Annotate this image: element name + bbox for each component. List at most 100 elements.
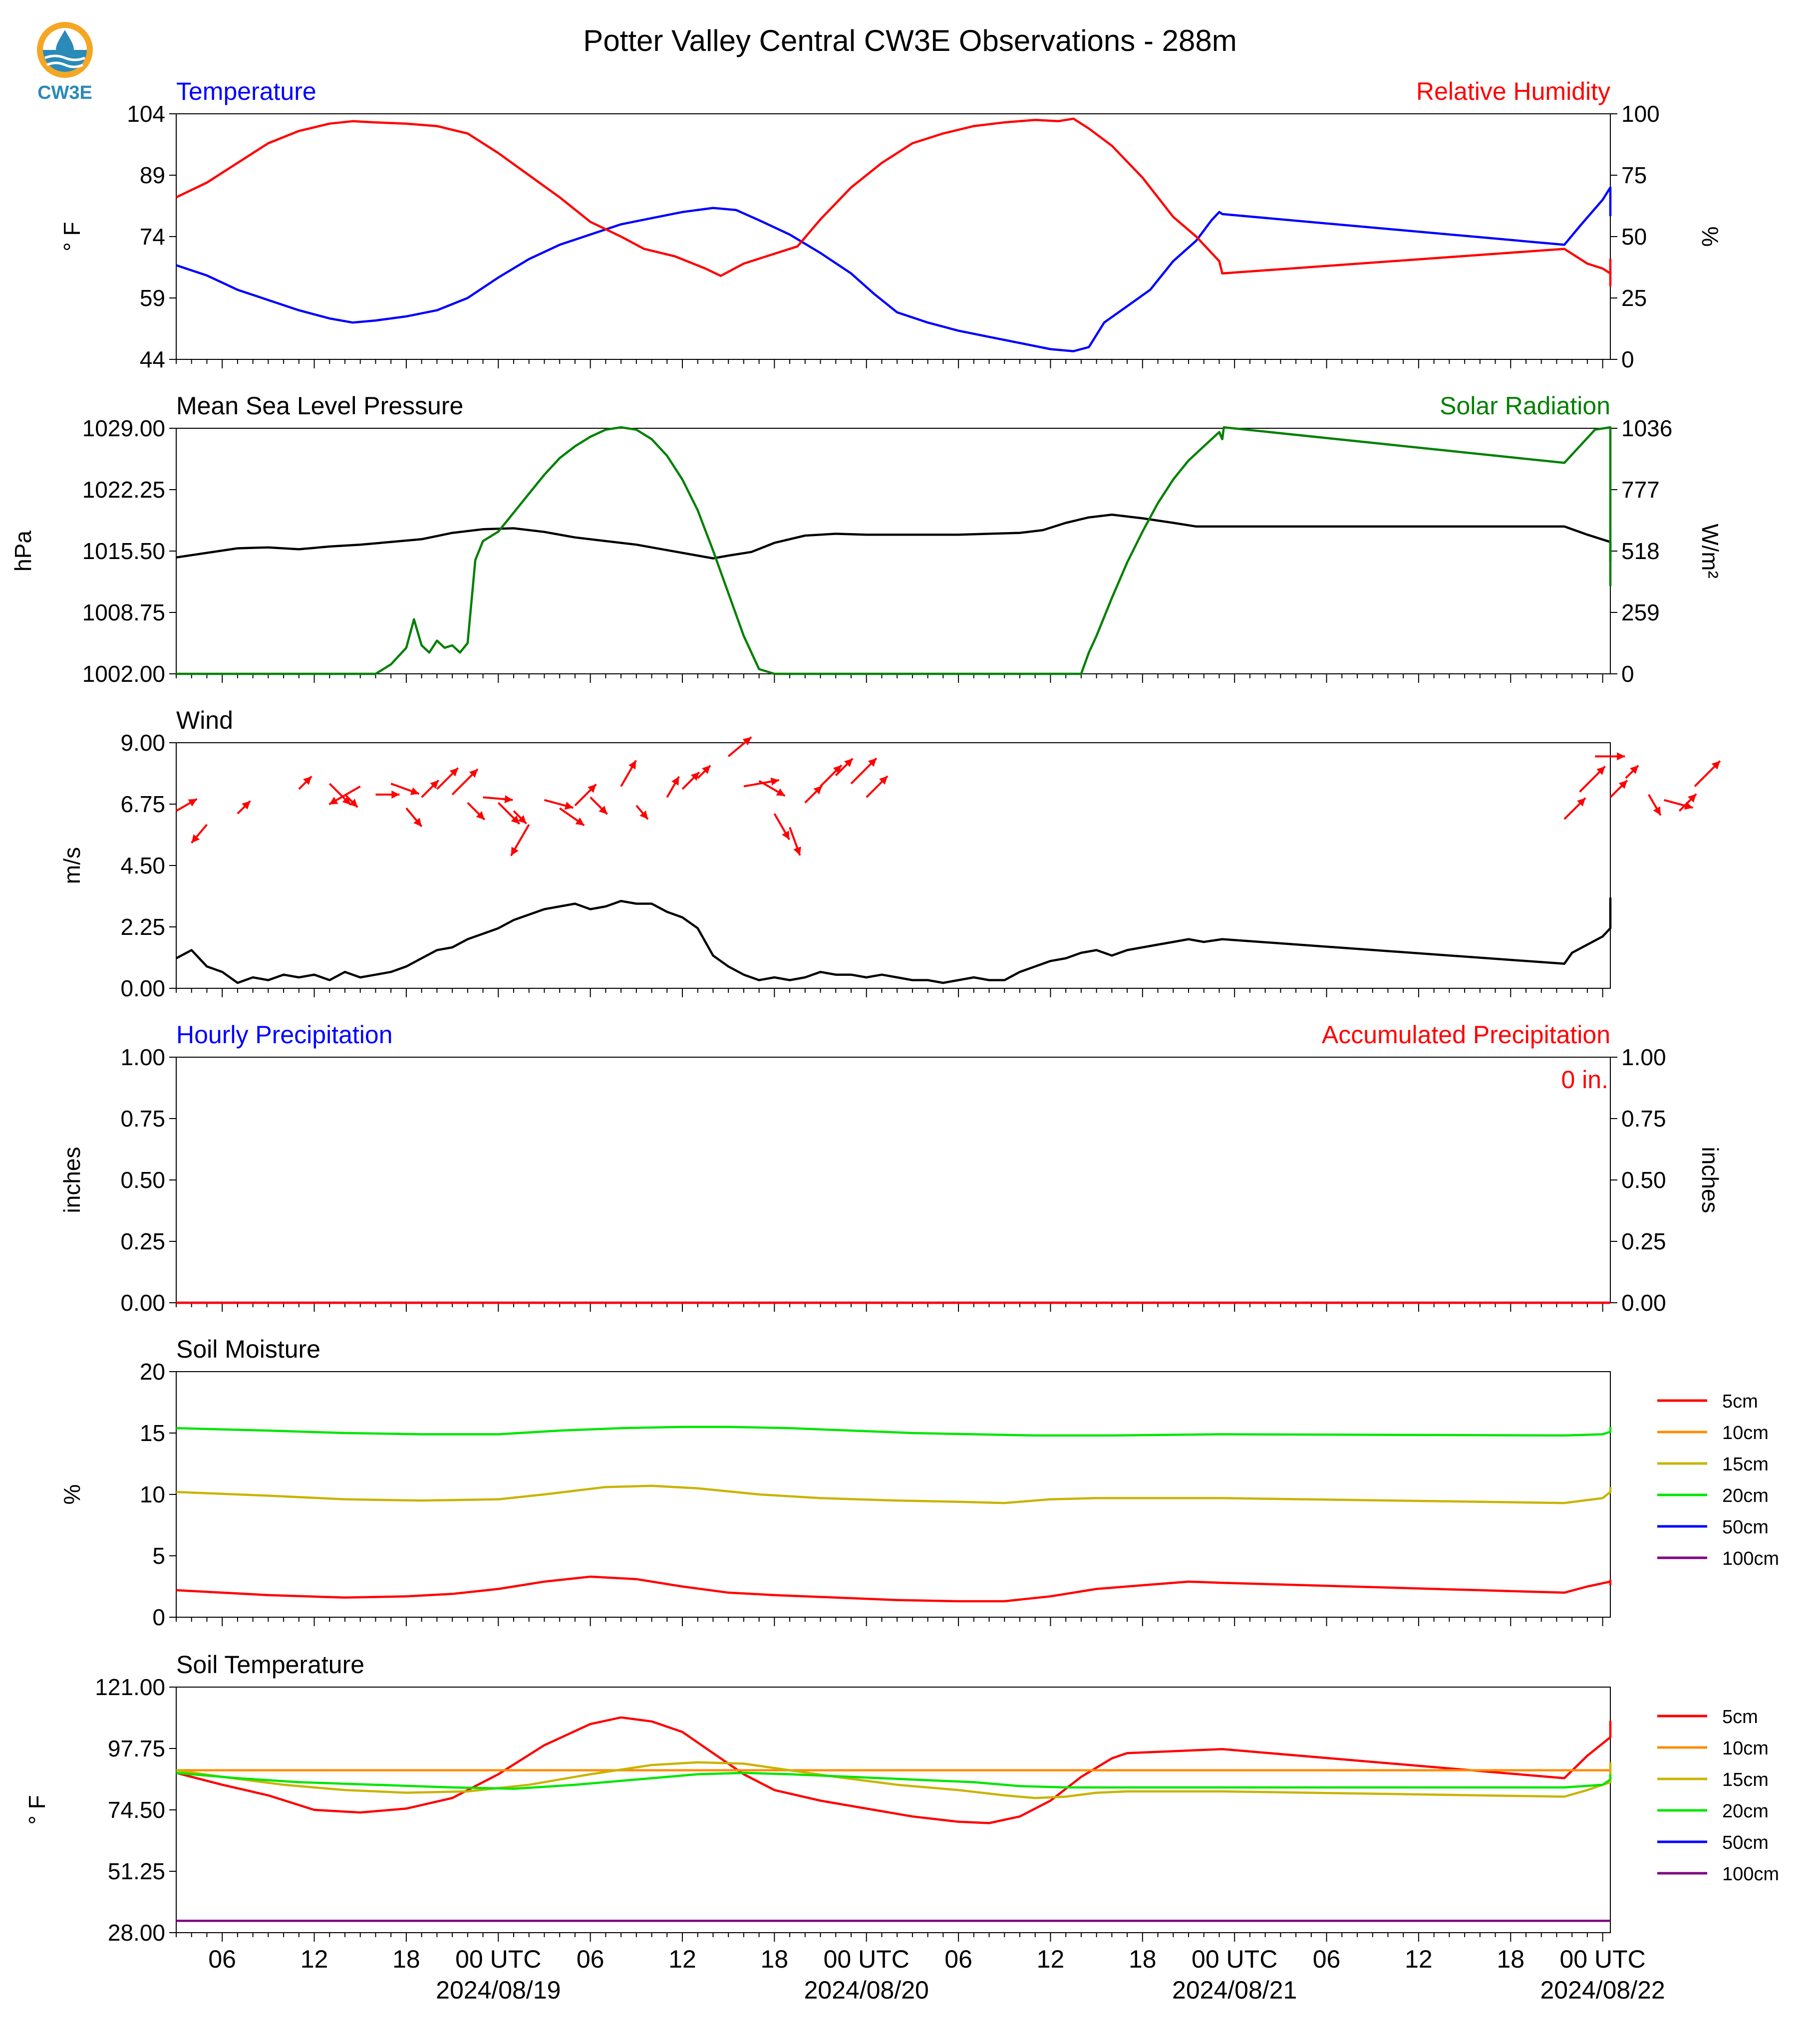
wind-arrow-head: [1618, 780, 1627, 789]
x-date-label: 2024/08/20: [804, 1976, 929, 2004]
panel-title: Temperature: [176, 77, 316, 105]
y-tick-label-right: 75: [1621, 162, 1647, 188]
panel-mean-sea-level-pressure: Mean Sea Level Pressure Solar Radiation 10…: [10, 392, 1723, 687]
wind-arrow-head: [599, 806, 607, 815]
wind-arrow-head: [188, 799, 197, 807]
legend-label: 50cm: [1722, 1832, 1769, 1853]
wind-arrow-head: [391, 790, 400, 799]
x-tick-label: 18: [1129, 1945, 1157, 1973]
y-tick-label-right: 0.00: [1621, 1290, 1666, 1316]
y-tick-label: 44: [140, 346, 165, 372]
y-tick-label: 74: [140, 224, 165, 250]
wind-arrow-head: [303, 776, 312, 785]
water-drop-icon: [56, 30, 74, 59]
series-line-15cm: [176, 1484, 1612, 1504]
y-axis-label: inches: [59, 1147, 85, 1213]
y-axis-label: ° F: [59, 222, 85, 251]
y-tick-label: 59: [140, 285, 165, 311]
x-tick-label: 00 UTC: [455, 1945, 541, 1973]
wind-arrow-head: [702, 765, 711, 774]
x-tick-label: 06: [944, 1945, 972, 1973]
y-tick-label: 28.00: [108, 1920, 165, 1946]
wind-arrow-head: [449, 768, 458, 777]
wind-arrow-head: [511, 847, 519, 856]
y-tick-label: 6.75: [120, 791, 165, 817]
series-line-5cm: [176, 1575, 1612, 1603]
cw3e-logo: CW3E: [30, 19, 100, 104]
wind-arrow-head: [1711, 761, 1720, 770]
y-axis-label-right: inches: [1697, 1147, 1723, 1213]
x-tick-label: 00 UTC: [1192, 1945, 1277, 1973]
x-tick-label: 00 UTC: [1560, 1945, 1646, 1973]
x-tick-label: 18: [1497, 1945, 1524, 1973]
accumulated-total-label: 0 in.: [1561, 1066, 1608, 1094]
wind-arrow-head: [1630, 765, 1639, 774]
wind-arrow-head: [476, 811, 485, 820]
wind-arrow-head: [588, 784, 597, 793]
y-axis-label-right: W/m²: [1697, 524, 1723, 579]
y-tick-label: 1008.75: [82, 599, 165, 625]
y-tick-label: 121.00: [95, 1674, 165, 1700]
wind-arrow-head: [868, 758, 877, 767]
logo-text: CW3E: [37, 82, 92, 103]
x-date-label: 2024/08/21: [1172, 1976, 1297, 2004]
x-tick-label: 12: [1037, 1945, 1065, 1973]
wind-arrow-head: [242, 801, 251, 810]
y-tick-label: 0.75: [120, 1106, 165, 1132]
series-line-solar: [176, 426, 1612, 675]
y-axis-label: m/s: [59, 847, 85, 884]
y-tick-label: 1015.50: [82, 538, 165, 564]
x-tick-label: 18: [392, 1945, 420, 1973]
legend-label: 20cm: [1722, 1801, 1769, 1822]
wind-arrow-head: [639, 810, 648, 820]
panel-temperature: Temperature Relative Humidity 104 89 74 59 44 1…: [59, 77, 1723, 372]
wind-arrow-head: [430, 780, 439, 789]
wind-arrow-head: [776, 788, 785, 796]
y-tick-label-right: 25: [1621, 285, 1647, 311]
y-tick-label: 15: [140, 1420, 165, 1446]
y-tick-label: 20: [140, 1359, 165, 1385]
panel-title: Mean Sea Level Pressure: [176, 392, 463, 420]
legend-label: 10cm: [1722, 1423, 1769, 1444]
x-tick-label: 12: [1405, 1945, 1433, 1973]
y-tick-label: 74.50: [108, 1797, 165, 1823]
panel-title: Soil Moisture: [176, 1335, 320, 1363]
x-date-label: 2024/08/22: [1540, 1976, 1665, 2004]
y-tick-label: 2.25: [120, 914, 165, 940]
y-tick-label: 1.00: [120, 1044, 165, 1070]
wind-arrow-head: [782, 831, 790, 840]
x-tick-label: 00 UTC: [824, 1945, 910, 1973]
y-tick-label: 9.00: [120, 730, 165, 756]
wind-arrow-head: [1617, 752, 1625, 761]
y-tick-label-right: 0.75: [1621, 1106, 1666, 1132]
series-line-15cm: [176, 1761, 1612, 1799]
legend-label: 20cm: [1722, 1485, 1769, 1506]
legend-label: 5cm: [1722, 1391, 1758, 1412]
y-tick-label: 104: [127, 101, 165, 127]
legend-label: 15cm: [1722, 1454, 1769, 1475]
x-tick-label: 06: [1313, 1945, 1341, 1973]
series-line-20cm: [176, 1426, 1612, 1437]
panel-title: Wind: [176, 706, 233, 734]
y-axis-label: %: [59, 1484, 85, 1505]
y-tick-label: 0.25: [120, 1228, 165, 1254]
panel-title: Hourly Precipitation: [176, 1021, 393, 1049]
series-line-temperature: [176, 186, 1612, 352]
wind-arrow-head: [413, 818, 422, 827]
y-tick-label: 1022.25: [82, 477, 165, 503]
wind-arrow-head: [1577, 798, 1586, 807]
series-line-wind-speed: [175, 897, 1612, 984]
wind-arrow-head: [575, 817, 585, 826]
y-tick-label: 10: [140, 1481, 165, 1507]
legend-label: 100cm: [1722, 1548, 1779, 1569]
panel-hourly-precipitation: Hourly Precipitation Accumulated Precipit…: [59, 1021, 1723, 1316]
y-tick-label: 89: [140, 162, 165, 188]
wind-arrow-head: [671, 776, 679, 786]
wind-arrow-head: [191, 834, 200, 843]
y-axis-label-right: %: [1697, 227, 1723, 247]
y-tick-label-right: 100: [1621, 101, 1660, 127]
y-tick-label: 0: [152, 1604, 165, 1630]
wind-arrow-head: [690, 772, 699, 781]
wind-arrow-head: [410, 787, 419, 795]
